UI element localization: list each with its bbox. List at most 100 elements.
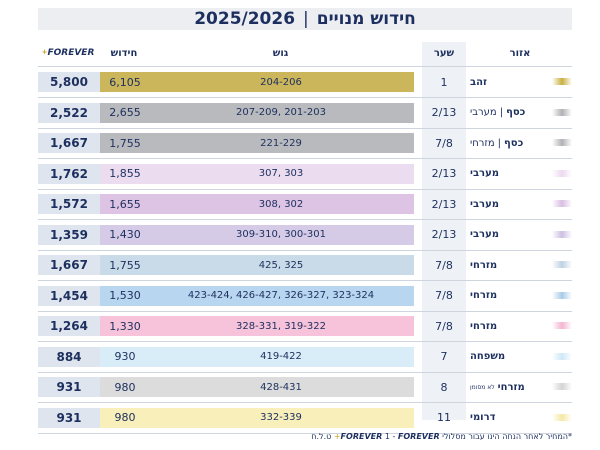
row-divider bbox=[38, 97, 572, 98]
renewal-price: 6,105 bbox=[109, 75, 141, 89]
area-label: זהב bbox=[470, 76, 487, 88]
renewal-price: 1,330 bbox=[109, 319, 141, 333]
header-gate: שער bbox=[433, 48, 455, 59]
row-color-bar bbox=[38, 377, 414, 397]
area-label: מערבי bbox=[470, 198, 499, 210]
forever-price: 1,264 bbox=[38, 316, 100, 336]
row-color-bar bbox=[38, 163, 414, 184]
footer-middle: 1 - bbox=[384, 432, 396, 441]
gate-number: 2/13 bbox=[431, 228, 457, 241]
forever-price: 1,454 bbox=[38, 285, 100, 306]
forever-price: 2,522 bbox=[38, 102, 100, 123]
header-forever-plus: + bbox=[41, 48, 48, 56]
table-row: 2,522 2,655 201-203 ,207-209 2/13 כסף | מערבי bbox=[38, 102, 572, 123]
block-numbers: 300-301 ,309-310 bbox=[236, 229, 326, 240]
row-divider bbox=[38, 158, 572, 159]
forever-price: 1,667 bbox=[38, 255, 100, 275]
forever-price: 1,667 bbox=[38, 133, 100, 153]
block-numbers: 221-229 bbox=[260, 137, 302, 149]
area-label: כסף bbox=[504, 137, 524, 149]
gate-number: 11 bbox=[437, 411, 451, 424]
forever-price: 931 bbox=[38, 407, 100, 428]
row-color-bar bbox=[38, 255, 414, 275]
area-name: מזרחי לא מסומן bbox=[470, 377, 550, 397]
row-color-bar bbox=[38, 102, 414, 123]
gate-column-background bbox=[422, 42, 466, 420]
header-block: גוש bbox=[272, 48, 289, 59]
area-name: כסף | מזרחי bbox=[470, 133, 550, 153]
row-color-bar bbox=[38, 407, 414, 428]
block-numbers: 332-339 bbox=[260, 412, 302, 423]
table-row: 5,800 6,105 204-206 1 זהב bbox=[38, 72, 572, 92]
block-numbers: 302 ,308 bbox=[258, 198, 304, 210]
block-numbers: 201-203 ,207-209 bbox=[236, 107, 326, 118]
title-season: 2025/2026 bbox=[194, 9, 296, 29]
row-color-bar bbox=[38, 72, 414, 92]
title-separator: | bbox=[303, 9, 309, 29]
area-color-swatch bbox=[552, 413, 572, 421]
area-note: לא מסומן bbox=[470, 383, 495, 391]
area-label: מערבי bbox=[470, 168, 499, 179]
area-label: מזרחי bbox=[470, 259, 498, 271]
gate-number: 7/8 bbox=[435, 289, 453, 302]
gate-number: 2/13 bbox=[431, 197, 457, 211]
forever-price: 5,800 bbox=[38, 72, 100, 92]
gate-number: 2/13 bbox=[431, 167, 457, 180]
renewal-price: 980 bbox=[114, 411, 136, 424]
row-color-bar bbox=[38, 346, 414, 367]
area-name: מערבי bbox=[470, 164, 550, 184]
gate-number: 7 bbox=[440, 350, 448, 363]
area-color-swatch bbox=[552, 139, 572, 146]
area-color-swatch bbox=[552, 352, 572, 360]
area-sub-label: מזרחי bbox=[470, 137, 495, 149]
row-divider bbox=[38, 341, 572, 342]
row-color-bar bbox=[38, 316, 414, 336]
block-numbers: 319-322 ,328-331 bbox=[236, 320, 326, 332]
area-color-swatch bbox=[552, 322, 572, 329]
area-label: משפחה bbox=[470, 351, 506, 362]
area-color-swatch bbox=[552, 383, 572, 390]
renewal-price: 980 bbox=[114, 380, 136, 394]
renewal-price: 1,755 bbox=[109, 258, 141, 272]
footer-brand-1: FOREVER bbox=[340, 432, 383, 441]
footer-note: *המחיר לאחר הנחה הינו עבור מסלולי FOREVE… bbox=[38, 432, 572, 446]
table-row: 931 980 428-431 8 מזרחי לא מסומן bbox=[38, 377, 572, 397]
area-name: מזרחי bbox=[470, 286, 550, 306]
gate-number: 2/13 bbox=[431, 106, 457, 119]
area-color-swatch bbox=[552, 261, 572, 268]
renewal-price: 1,430 bbox=[109, 228, 141, 241]
area-name: מערבי bbox=[470, 225, 550, 245]
table-row: 1,264 1,330 319-322 ,328-331 7/8 מזרחי bbox=[38, 316, 572, 336]
footer-suffix: ט.ל.ח bbox=[311, 432, 332, 441]
area-name: זהב bbox=[470, 72, 550, 92]
row-divider bbox=[38, 219, 572, 220]
area-color-swatch bbox=[552, 169, 572, 177]
table-row: 931 980 332-339 11 דרומי bbox=[38, 407, 572, 428]
renewal-price: 930 bbox=[114, 350, 136, 363]
forever-price: 1,359 bbox=[38, 224, 100, 245]
area-name: מזרחי bbox=[470, 316, 550, 336]
area-label: מזרחי bbox=[470, 320, 498, 332]
forever-price: 1,762 bbox=[38, 163, 100, 184]
row-divider bbox=[38, 371, 572, 373]
row-divider bbox=[38, 432, 572, 434]
table-row: 1,572 1,655 302 ,308 2/13 מערבי bbox=[38, 194, 572, 214]
page-title: חידוש מנויים | 2025/2026 bbox=[38, 8, 572, 30]
header-renewal: חידוש bbox=[110, 48, 138, 59]
block-numbers: 419-422 bbox=[260, 351, 302, 362]
gate-number: 7/8 bbox=[435, 136, 453, 150]
renewal-price: 1,530 bbox=[109, 289, 141, 302]
row-color-bar bbox=[38, 224, 414, 245]
row-color-bar bbox=[38, 133, 414, 153]
footer-brand-2: FOREVER bbox=[397, 432, 440, 441]
area-sub-label: מערבי bbox=[470, 107, 497, 118]
area-label: מזרחי bbox=[470, 290, 498, 301]
header-forever-label: FOREVER bbox=[47, 48, 95, 58]
area-name: מערבי bbox=[470, 194, 550, 214]
table-row: 1,667 1,755 221-229 7/8 כסף | מזרחי bbox=[38, 133, 572, 153]
row-color-bar bbox=[38, 194, 414, 214]
table-row: 1,359 1,430 300-301 ,309-310 2/13 מערבי bbox=[38, 224, 572, 245]
gate-number: 7/8 bbox=[435, 319, 453, 333]
block-numbers: 323-324 ,326-327 ,426-427 ,423-424 bbox=[187, 290, 375, 301]
area-label: דרומי bbox=[470, 412, 496, 423]
